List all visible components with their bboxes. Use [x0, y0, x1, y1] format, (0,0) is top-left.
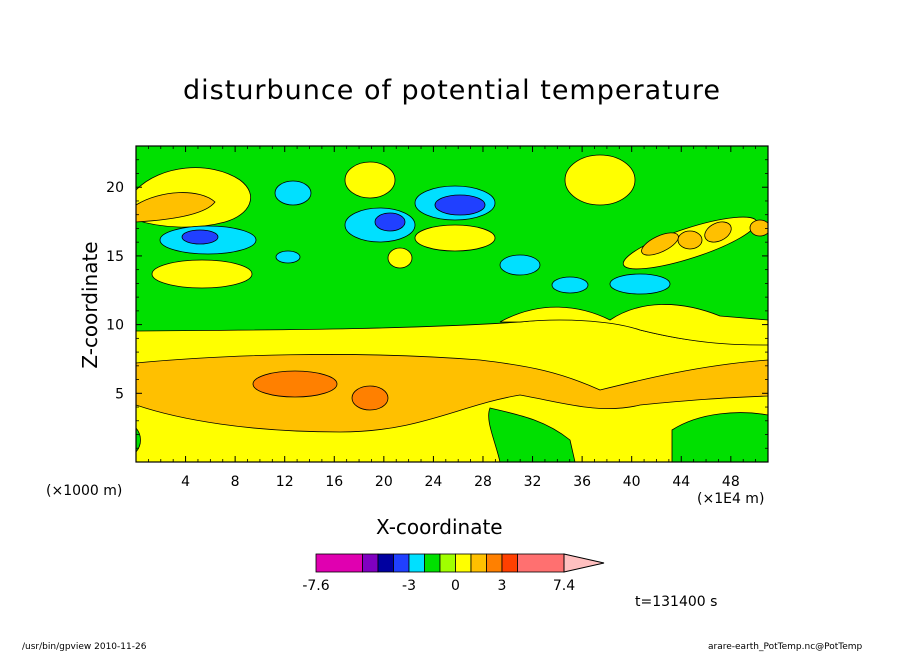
field-blue-3 [434, 194, 486, 216]
colorbar-label: 7.4 [553, 578, 575, 594]
field-blue-1 [181, 229, 219, 245]
colorbar-cell [470, 553, 487, 573]
colorbar-cell [501, 553, 518, 573]
colorbar-cell [424, 553, 441, 573]
field-cyan-5 [499, 254, 541, 276]
field-yellow-2 [344, 161, 396, 199]
x-tick-label: 44 [672, 474, 690, 490]
field-blob-orange-2 [351, 385, 389, 411]
field-yellow-1 [151, 259, 253, 289]
field-green-bottom-right [671, 412, 768, 462]
colorbar-arrow [563, 553, 605, 573]
field-orange-right-1 [641, 232, 679, 256]
x-unit-label: (×1000 m) [46, 483, 123, 499]
time-label: t=131400 s [635, 594, 718, 610]
colorbar-cell [455, 553, 472, 573]
y-axis-ticks: 5 10 15 20 [106, 159, 768, 449]
y-tick-label: 20 [106, 180, 124, 196]
colorbar-label: 3 [498, 578, 507, 594]
x-tick-label: 36 [573, 474, 591, 490]
x-tick-label: 24 [424, 474, 442, 490]
field-orange-right-2 [677, 230, 703, 250]
field-blob-orange-1 [252, 370, 338, 398]
y-tick-label: 10 [106, 318, 124, 334]
field-yellow-5 [564, 154, 636, 206]
colorbar: -7.6 -3 0 3 7.4 [302, 553, 605, 594]
colorbar-cell [439, 553, 456, 573]
field-green-bottom-mid [488, 407, 576, 462]
field-blue-2 [374, 212, 406, 232]
colorbar-cell [315, 553, 363, 573]
x-tick-label: 20 [375, 474, 393, 490]
x-scale-label: (×1E4 m) [697, 491, 765, 507]
field-orange-right-4 [749, 219, 768, 237]
field-cyan-4 [274, 180, 312, 206]
x-tick-label: 4 [181, 474, 190, 490]
footer-right-text: arare-earth_PotTemp.nc@PotTemp [708, 642, 863, 652]
y-tick-label: 15 [106, 249, 124, 265]
x-axis-ticks: 4 8 12 16 20 24 28 32 36 40 44 48 [147, 146, 757, 490]
colorbar-label: 0 [451, 578, 460, 594]
colorbar-cell [393, 553, 410, 573]
x-tick-label: 28 [474, 474, 492, 490]
field-yellow-3 [414, 224, 496, 252]
colorbar-cell [517, 553, 565, 573]
x-tick-label: 40 [623, 474, 641, 490]
field-orange-right-3 [704, 221, 732, 243]
colorbar-label: -3 [402, 578, 416, 594]
x-tick-label: 12 [276, 474, 294, 490]
x-tick-label: 32 [524, 474, 542, 490]
field-cyan-7 [275, 250, 301, 264]
colorbar-cell [486, 553, 503, 573]
colorbar-cell [362, 553, 379, 573]
field-upper-left-orange [136, 192, 216, 223]
footer-left-text: /usr/bin/gpview 2010-11-26 [22, 642, 147, 652]
field-yellow-4 [387, 247, 413, 269]
plot-frame [135, 145, 769, 463]
x-axis-label: X-coordinate [376, 515, 503, 539]
field-cyan-6 [609, 273, 671, 295]
colorbar-cell [408, 553, 425, 573]
chart-title: disturbunce of potential temperature [183, 75, 721, 106]
colorbar-cell [377, 553, 394, 573]
x-tick-label: 48 [722, 474, 740, 490]
colorbar-label: -7.6 [302, 578, 329, 594]
contour-field [136, 146, 768, 462]
x-tick-label: 8 [231, 474, 240, 490]
y-tick-label: 5 [115, 386, 124, 402]
x-tick-label: 16 [325, 474, 343, 490]
field-cyan-8 [551, 276, 589, 294]
